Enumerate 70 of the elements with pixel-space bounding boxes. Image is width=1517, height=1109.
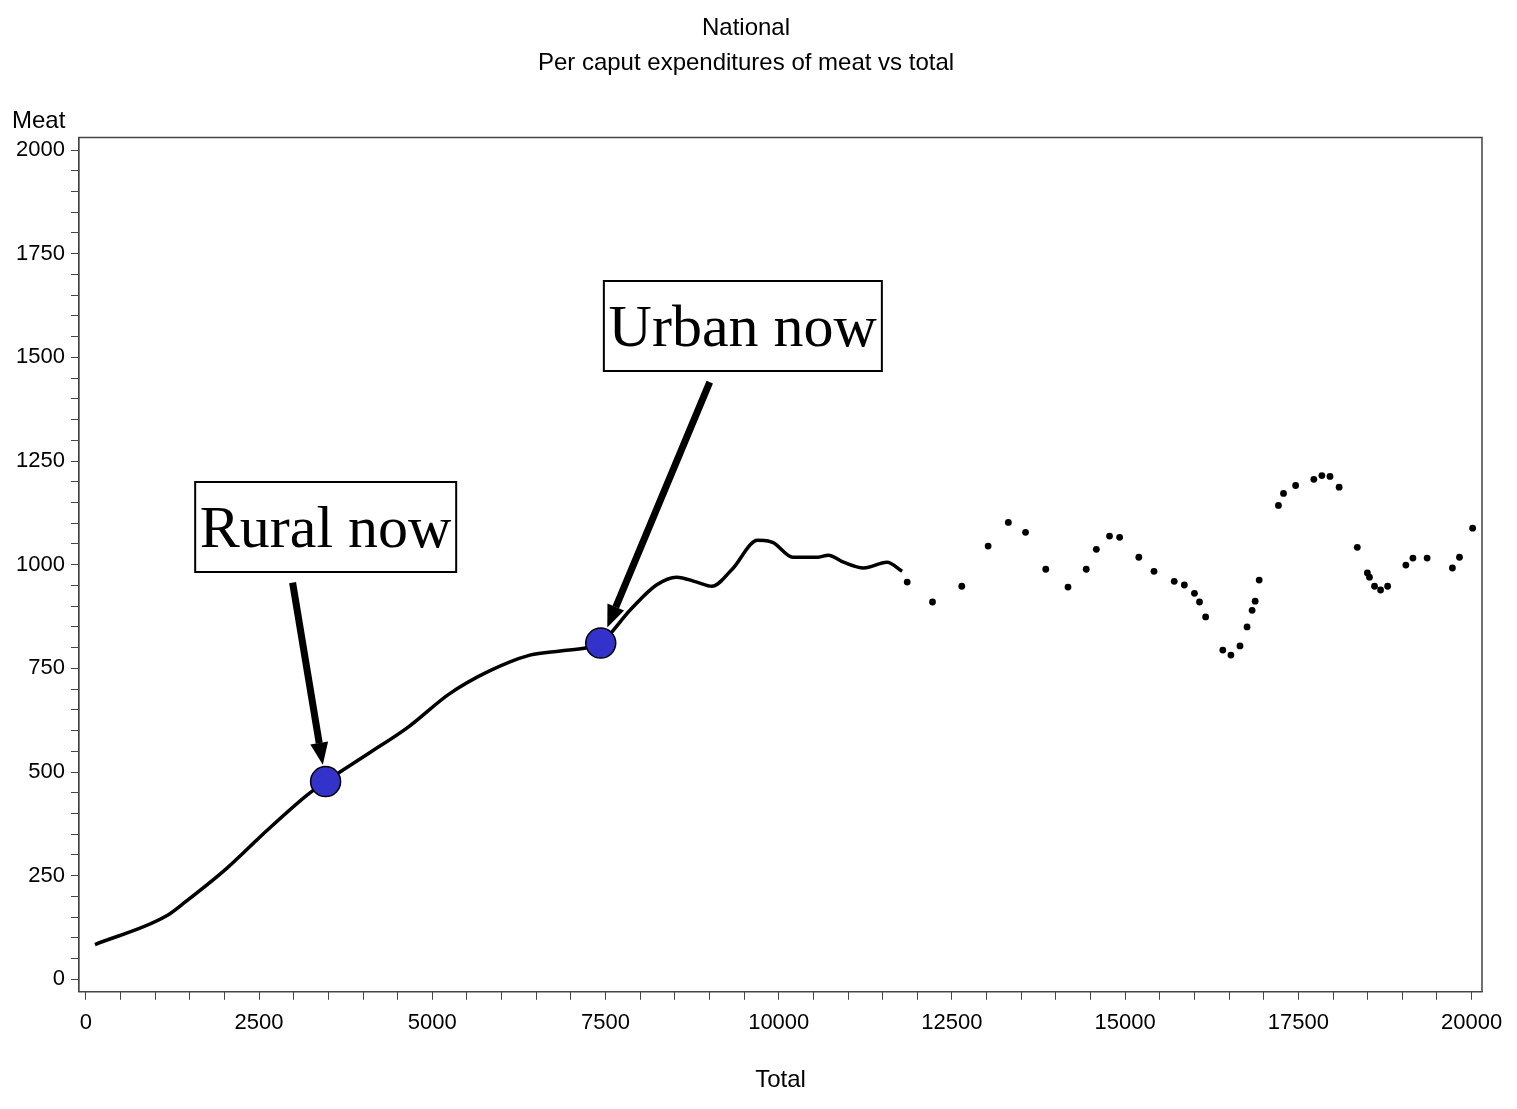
point — [1106, 532, 1113, 540]
point — [1384, 582, 1392, 590]
point — [1353, 543, 1361, 551]
point — [958, 582, 966, 590]
point — [1366, 573, 1373, 581]
x-tick-label: 7500 — [581, 1009, 630, 1035]
point — [1409, 554, 1417, 562]
point — [903, 578, 911, 586]
point — [1377, 586, 1384, 594]
point — [1248, 606, 1256, 614]
point — [1191, 589, 1198, 597]
x-tick-label: 20000 — [1441, 1009, 1503, 1035]
chart-subtitle: Per caput expenditures of meat vs total — [537, 47, 955, 75]
point — [309, 765, 342, 798]
point — [1170, 577, 1178, 585]
point — [1042, 565, 1050, 573]
point — [1449, 564, 1456, 572]
point — [1255, 576, 1263, 584]
point — [1180, 581, 1188, 589]
point — [1280, 489, 1287, 497]
point — [1371, 582, 1378, 590]
y-tick-label: 750 — [28, 654, 65, 680]
point — [1456, 553, 1463, 561]
point — [1196, 598, 1203, 606]
point — [984, 542, 992, 550]
point — [1318, 472, 1326, 479]
x-tick-label: 12500 — [921, 1009, 983, 1035]
y-tick-label: 1500 — [15, 343, 65, 369]
point — [1135, 553, 1143, 561]
point — [1150, 567, 1158, 575]
point — [1423, 554, 1431, 562]
point — [1310, 475, 1318, 483]
x-tick-label: 0 — [79, 1009, 92, 1035]
x-tick-label: 15000 — [1094, 1009, 1156, 1035]
point — [1092, 545, 1100, 553]
point — [1326, 472, 1334, 480]
x-axis-title: Total — [755, 1065, 806, 1093]
point — [1402, 561, 1410, 569]
point — [1116, 533, 1124, 541]
point — [1022, 528, 1029, 536]
point — [1219, 646, 1227, 654]
point — [1082, 565, 1090, 573]
point — [1227, 651, 1235, 659]
y-tick-label: 1000 — [15, 550, 65, 576]
point — [1064, 583, 1072, 591]
chart-title: National — [701, 13, 791, 41]
y-tick-label: 500 — [28, 758, 65, 784]
point — [1236, 642, 1244, 650]
point — [584, 627, 617, 659]
x-tick-label: 10000 — [748, 1009, 810, 1035]
point — [1202, 613, 1210, 621]
y-axis-title: Meat — [12, 106, 66, 134]
x-tick-label: 2500 — [234, 1009, 284, 1035]
point — [1275, 502, 1282, 509]
y-tick-label: 1250 — [15, 447, 65, 473]
point — [1004, 519, 1012, 526]
point — [1335, 483, 1343, 491]
point — [929, 598, 936, 606]
y-tick-label: 2000 — [15, 136, 65, 162]
y-tick-label: 0 — [52, 965, 65, 991]
y-tick-label: 250 — [28, 861, 65, 887]
annotation: Rural now — [193, 480, 458, 573]
point — [1251, 597, 1259, 605]
point — [1469, 524, 1477, 532]
y-tick-label: 1750 — [15, 239, 65, 265]
point — [1292, 482, 1300, 489]
x-tick-label: 17500 — [1267, 1009, 1329, 1035]
point — [1243, 623, 1251, 631]
x-tick-label: 5000 — [407, 1009, 457, 1035]
annotation: Urban now — [602, 280, 883, 373]
